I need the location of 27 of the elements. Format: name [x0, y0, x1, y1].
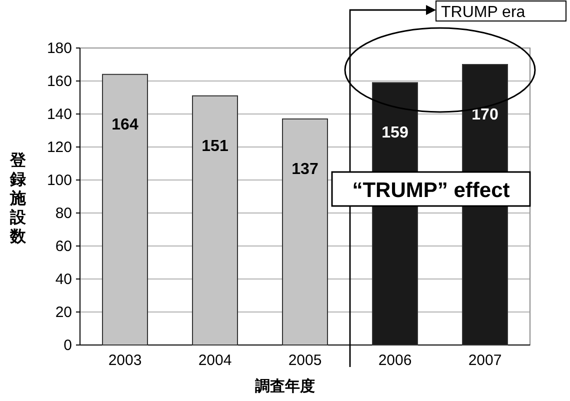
x-tick-label: 2007 — [468, 352, 502, 369]
y-tick-label: 60 — [55, 238, 72, 255]
annotation: “TRUMP” effect — [352, 179, 510, 202]
bar — [192, 95, 238, 346]
bar — [282, 118, 328, 346]
y-tick-label: 120 — [46, 139, 72, 156]
x-tick-label: 2003 — [108, 352, 142, 369]
y-tick-label: 140 — [46, 106, 72, 123]
data-label: 170 — [472, 106, 498, 124]
y-tick-label: 180 — [46, 40, 72, 57]
text: TRUMP era — [441, 4, 526, 21]
data-label: 159 — [382, 124, 408, 142]
y-tick-label: 20 — [55, 304, 72, 321]
y-tick-label: 0 — [64, 337, 72, 354]
x-tick-label: 2005 — [288, 352, 322, 369]
y-tick-label: 160 — [46, 73, 72, 90]
bar — [102, 74, 148, 346]
x-tick-label: 2004 — [198, 352, 232, 369]
y-tick-label: 80 — [55, 205, 72, 222]
y-tick-label: 100 — [46, 172, 72, 189]
x-tick-label: 2006 — [378, 352, 412, 369]
data-label: 151 — [202, 138, 228, 155]
y-axis-title: 登録施設数 — [9, 152, 27, 246]
data-label: 164 — [112, 116, 138, 134]
y-tick-label: 40 — [55, 271, 72, 288]
x-axis-title: 調査年度 — [255, 377, 315, 395]
data-label: 137 — [292, 160, 318, 178]
